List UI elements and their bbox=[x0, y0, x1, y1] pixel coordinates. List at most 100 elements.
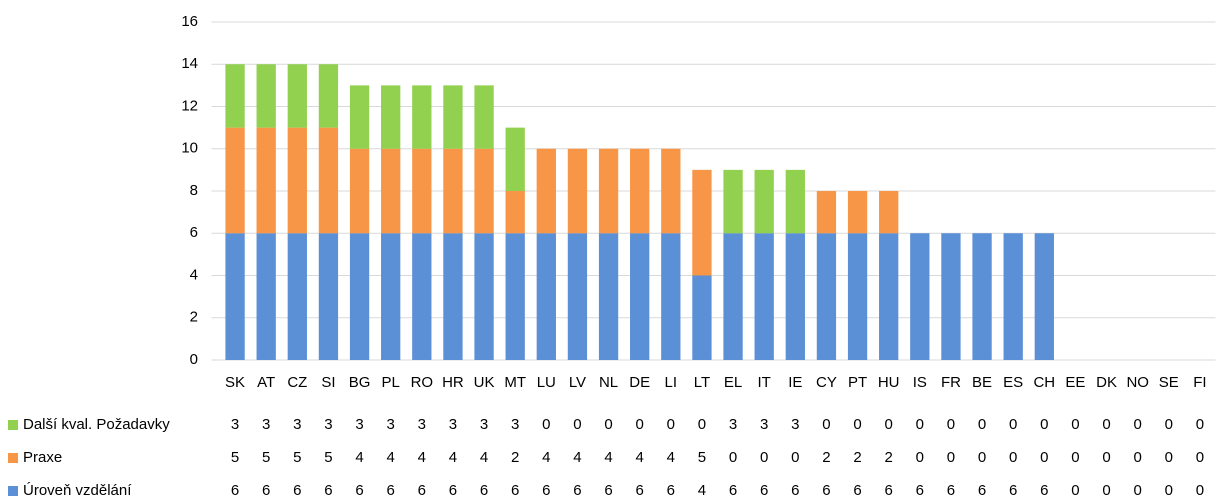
x-tick-label: MT bbox=[504, 374, 526, 391]
table-value: 6 bbox=[853, 482, 861, 499]
bar-segment bbox=[1003, 233, 1023, 360]
table-value: 3 bbox=[791, 416, 799, 433]
table-value: 3 bbox=[387, 416, 395, 433]
x-tick-label: CY bbox=[816, 374, 837, 391]
table-value: 3 bbox=[449, 416, 457, 433]
x-tick-label: DK bbox=[1096, 374, 1117, 391]
bar-segment bbox=[754, 233, 774, 360]
table-value: 4 bbox=[573, 449, 581, 466]
x-tick-label: SE bbox=[1159, 374, 1179, 391]
table-value: 0 bbox=[822, 416, 830, 433]
bar-segment bbox=[879, 233, 899, 360]
bar-segment bbox=[256, 233, 276, 360]
bar-segment bbox=[287, 233, 307, 360]
table-value: 6 bbox=[418, 482, 426, 499]
table-value: 0 bbox=[636, 416, 644, 433]
y-tick-label: 0 bbox=[190, 351, 198, 368]
table-value: 6 bbox=[511, 482, 519, 499]
table-value: 5 bbox=[698, 449, 706, 466]
table-value: 2 bbox=[885, 449, 893, 466]
table-value: 2 bbox=[511, 449, 519, 466]
table-value: 6 bbox=[947, 482, 955, 499]
bar-segment bbox=[816, 233, 837, 360]
legend-swatch bbox=[8, 453, 18, 463]
table-value: 5 bbox=[293, 449, 301, 466]
x-tick-label: UK bbox=[474, 374, 495, 391]
bar-segment bbox=[225, 64, 245, 128]
bar-segment bbox=[723, 169, 743, 234]
table-value: 0 bbox=[698, 416, 706, 433]
x-tick-label: PT bbox=[848, 374, 867, 391]
bar-segment bbox=[225, 233, 245, 360]
bar-segment bbox=[443, 148, 463, 234]
x-tick-label: LI bbox=[665, 374, 678, 391]
x-tick-label: LT bbox=[694, 374, 710, 391]
bar-segment bbox=[349, 233, 370, 360]
table-value: 3 bbox=[324, 416, 332, 433]
x-tick-label: CZ bbox=[287, 374, 307, 391]
bar-segment bbox=[785, 169, 805, 234]
x-tick-label: SK bbox=[225, 374, 245, 391]
table-value: 6 bbox=[729, 482, 737, 499]
x-tick-label: FR bbox=[941, 374, 961, 391]
bar-segment bbox=[692, 275, 712, 360]
bar-segment bbox=[505, 233, 525, 360]
bar-segment bbox=[381, 233, 401, 360]
table-value: 6 bbox=[231, 482, 239, 499]
table-value: 0 bbox=[1071, 449, 1079, 466]
table-value: 6 bbox=[885, 482, 893, 499]
table-value: 0 bbox=[916, 449, 924, 466]
table-value: 0 bbox=[1071, 416, 1079, 433]
table-value: 6 bbox=[1040, 482, 1048, 499]
table-value: 6 bbox=[916, 482, 924, 499]
x-tick-label: AT bbox=[257, 374, 275, 391]
x-tick-label: FI bbox=[1193, 374, 1206, 391]
bar-segment bbox=[661, 148, 681, 234]
bar-segment bbox=[505, 127, 525, 191]
bar-segment bbox=[754, 169, 774, 234]
bar-segment bbox=[412, 85, 432, 149]
table-value: 4 bbox=[604, 449, 612, 466]
x-tick-label: EE bbox=[1065, 374, 1085, 391]
table-value: 0 bbox=[791, 449, 799, 466]
y-tick-label: 12 bbox=[181, 97, 198, 114]
table-value: 0 bbox=[729, 449, 737, 466]
table-value: 0 bbox=[573, 416, 581, 433]
table-value: 4 bbox=[542, 449, 550, 466]
x-tick-label: LU bbox=[537, 374, 556, 391]
table-value: 5 bbox=[324, 449, 332, 466]
bar-segment bbox=[474, 148, 494, 234]
bar-segment bbox=[847, 191, 868, 234]
table-value: 3 bbox=[262, 416, 270, 433]
table-value: 0 bbox=[1196, 482, 1204, 499]
table-value: 0 bbox=[978, 449, 986, 466]
bar-segment bbox=[256, 127, 276, 234]
bar-segment bbox=[256, 64, 276, 128]
table-value: 0 bbox=[1196, 449, 1204, 466]
table-value: 6 bbox=[822, 482, 830, 499]
table-value: 6 bbox=[262, 482, 270, 499]
legend-label: Praxe bbox=[23, 449, 62, 466]
table-value: 2 bbox=[822, 449, 830, 466]
table-value: 6 bbox=[604, 482, 612, 499]
bar-segment bbox=[412, 233, 432, 360]
bar-segment bbox=[225, 127, 245, 234]
table-value: 6 bbox=[293, 482, 301, 499]
y-tick-label: 10 bbox=[181, 140, 198, 157]
y-tick-label: 14 bbox=[181, 55, 198, 72]
x-tick-label: IE bbox=[788, 374, 802, 391]
x-tick-label: PL bbox=[382, 374, 400, 391]
table-value: 0 bbox=[1040, 449, 1048, 466]
legend-label: Další kval. Požadavky bbox=[23, 416, 170, 433]
bar-segment bbox=[318, 127, 339, 234]
bar-segment bbox=[318, 64, 339, 128]
x-tick-label: HU bbox=[878, 374, 900, 391]
table-value: 0 bbox=[916, 416, 924, 433]
bar-segment bbox=[941, 233, 961, 360]
table-value: 3 bbox=[760, 416, 768, 433]
table-value: 3 bbox=[355, 416, 363, 433]
table-value: 3 bbox=[480, 416, 488, 433]
table-value: 0 bbox=[1134, 449, 1142, 466]
legend-swatch bbox=[8, 420, 18, 430]
